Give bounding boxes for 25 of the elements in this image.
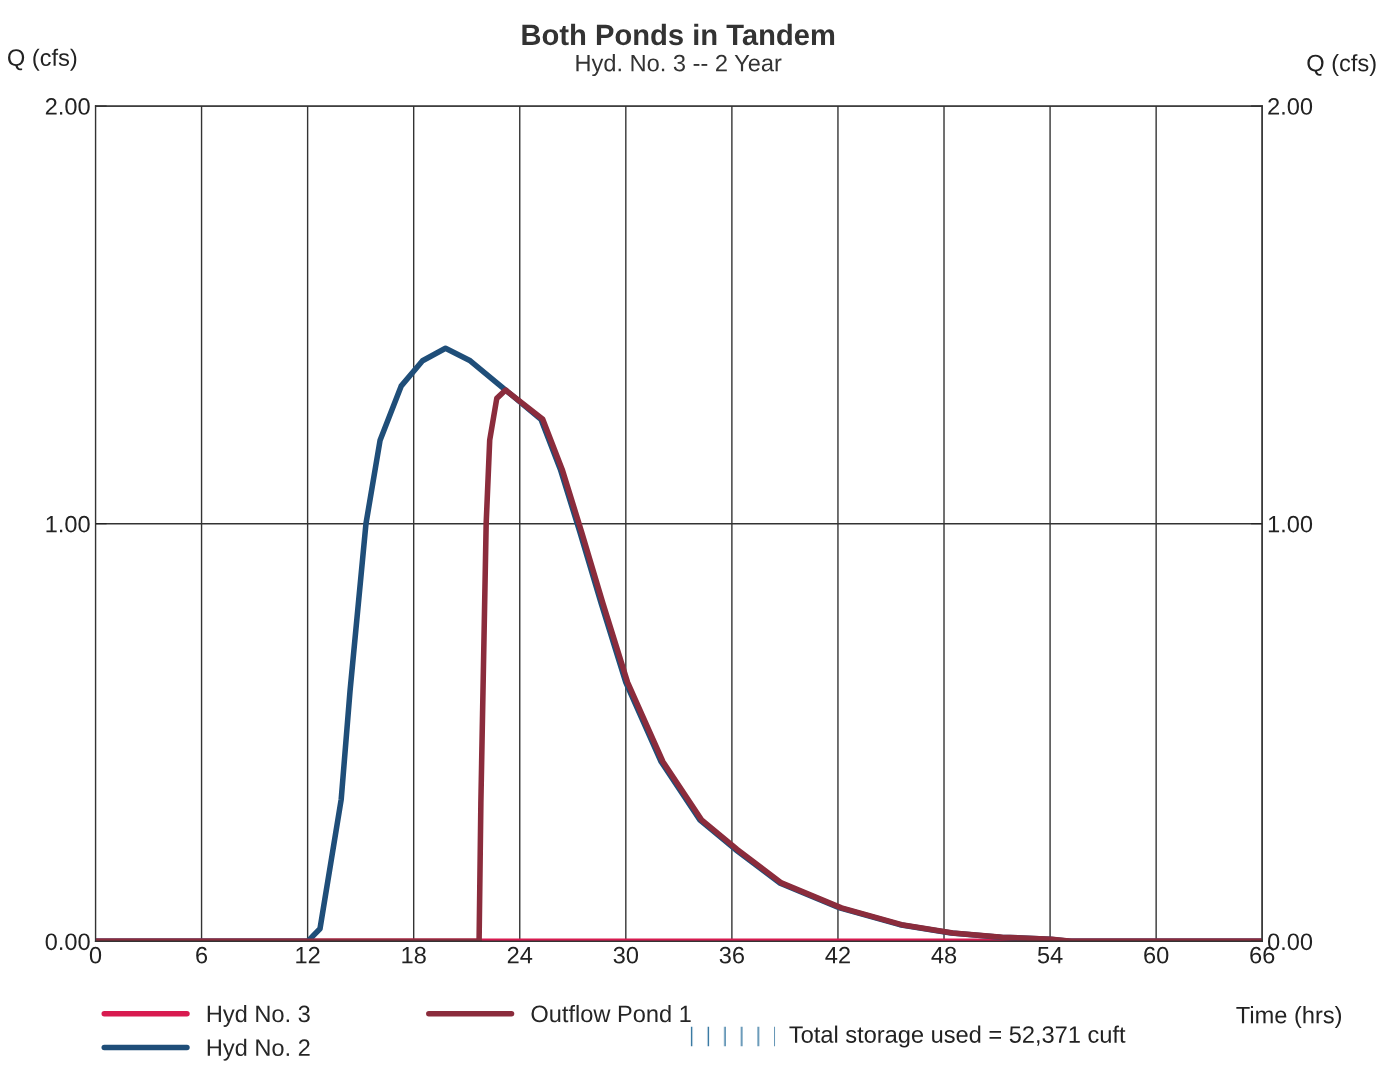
y-tick-label: 2.00 bbox=[45, 98, 90, 115]
y2-tick-label: 1.00 bbox=[1268, 515, 1313, 533]
x-axis-title: Time (hrs) bbox=[1236, 1006, 1342, 1029]
y-axis-title: Q (cfs) bbox=[8, 48, 77, 71]
legend-label: Hyd No. 3 bbox=[207, 1004, 310, 1027]
y2-axis-title: Q (cfs) bbox=[1307, 54, 1376, 77]
x-tick-label: 6 bbox=[196, 946, 208, 964]
x-tick-label: 60 bbox=[1144, 946, 1169, 964]
x-tick-label: 54 bbox=[1037, 947, 1063, 964]
legend-label: Hyd No. 2 bbox=[207, 1038, 310, 1061]
y2-tick-label: 2.00 bbox=[1268, 98, 1313, 115]
x-tick-label: 42 bbox=[825, 946, 850, 964]
legend-label: Outflow Pond 1 bbox=[531, 1004, 691, 1023]
x-tick-label: 12 bbox=[296, 946, 320, 964]
x-tick-label: 48 bbox=[931, 946, 957, 964]
text: Total storage used = 52,371 cuft bbox=[789, 1025, 1126, 1048]
x-tick-label: 30 bbox=[613, 946, 639, 964]
x-tick-label: 36 bbox=[719, 946, 744, 964]
chart-title: Both Ponds in Tandem bbox=[522, 23, 835, 46]
y-tick-label: 0.00 bbox=[45, 933, 90, 951]
y-tick-label: 1.00 bbox=[46, 515, 90, 533]
chart-subtitle: Hyd. No. 3 -- 2 Year bbox=[576, 54, 782, 77]
x-tick-label: 0 bbox=[89, 946, 102, 964]
x-tick-label: 18 bbox=[402, 946, 426, 964]
x-tick-label: 24 bbox=[507, 946, 533, 964]
